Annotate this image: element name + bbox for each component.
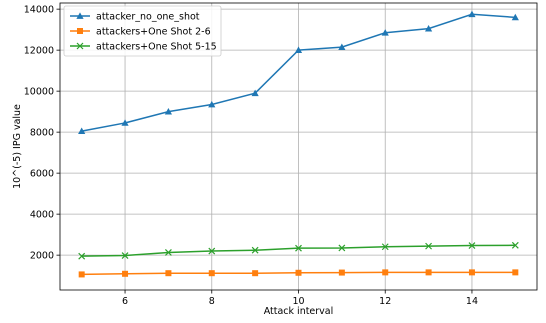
x-tick-label: 12 — [379, 296, 391, 307]
y-tick-label: 12000 — [24, 46, 54, 57]
data-point — [164, 108, 173, 115]
data-point — [294, 46, 303, 54]
data-point — [78, 127, 86, 135]
y-tick-label: 4000 — [30, 210, 54, 221]
data-point — [165, 270, 172, 277]
y-tick-label: 2000 — [30, 251, 54, 262]
data-point — [295, 244, 302, 252]
legend-box — [63, 5, 222, 57]
y-tick-label: 6000 — [30, 169, 54, 180]
data-point — [208, 270, 215, 277]
data-point — [425, 269, 432, 276]
y-tick-label: 10000 — [24, 87, 54, 98]
series-3 — [78, 241, 519, 260]
x-tick-label: 8 — [209, 296, 215, 307]
data-point — [468, 269, 475, 276]
data-point — [338, 43, 346, 50]
y-axis-label: 10^(-5) IPG value — [12, 104, 23, 189]
legend-marker — [76, 42, 84, 50]
data-point — [381, 243, 389, 251]
series-1 — [78, 10, 519, 135]
data-point — [295, 269, 302, 276]
legend: attacker_no_one_shot attackers+One Shot 2… — [63, 5, 222, 57]
legend-marker — [77, 28, 83, 34]
data-point — [338, 269, 345, 276]
data-point — [512, 269, 519, 276]
data-point — [121, 119, 129, 126]
data-point — [208, 100, 216, 108]
data-point — [122, 270, 129, 277]
data-point — [78, 252, 86, 260]
legend-marker — [76, 12, 84, 19]
x-tick-label: 10 — [292, 296, 304, 307]
x-axis-label: Attack interval — [264, 306, 334, 317]
legend-item: attackers+One Shot 2-6 — [70, 27, 211, 38]
x-axis-ticks: 6 8 10 12 14 — [122, 290, 478, 307]
y-tick-label: 8000 — [30, 128, 54, 139]
data-point — [511, 13, 519, 21]
data-point — [121, 252, 129, 259]
data-point — [381, 29, 389, 36]
data-point — [251, 89, 259, 97]
x-tick-label: 14 — [466, 296, 478, 307]
data-point — [511, 241, 519, 249]
data-point — [468, 242, 476, 249]
data-point — [338, 244, 346, 252]
data-point — [251, 246, 259, 254]
data-point — [468, 10, 476, 18]
series-2 — [78, 269, 519, 278]
x-tick-label: 6 — [122, 296, 128, 307]
data-point — [164, 249, 172, 256]
data-point — [382, 269, 389, 276]
y-tick-label: 14000 — [24, 5, 54, 16]
legend-item: attacker_no_one_shot — [70, 12, 200, 23]
data-point — [252, 270, 259, 277]
data-point — [424, 25, 433, 32]
legend-label: attacker_no_one_shot — [96, 12, 200, 23]
data-point — [425, 242, 433, 250]
legend-label: attackers+One Shot 5-15 — [96, 42, 217, 53]
data-point — [78, 271, 85, 278]
series-layer — [78, 10, 519, 278]
legend-item: attackers+One Shot 5-15 — [70, 42, 217, 53]
data-point — [208, 247, 216, 255]
y-axis-ticks: 2000 4000 6000 8000 10000 12000 14000 — [24, 5, 60, 262]
legend-label: attackers+One Shot 2-6 — [96, 27, 211, 38]
